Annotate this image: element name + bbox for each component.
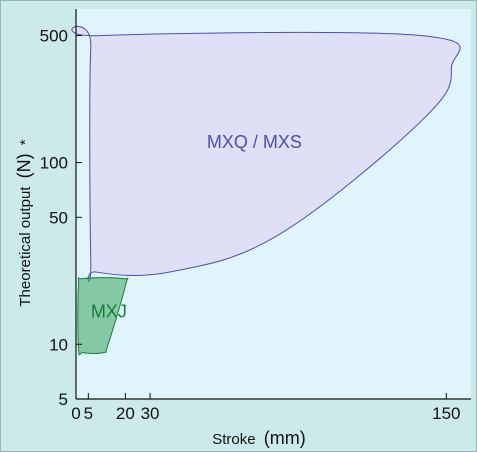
- y-axis-title-suffix: *: [17, 139, 34, 145]
- y-tick-label: 10: [49, 335, 68, 354]
- x-tick-label: 30: [141, 404, 160, 423]
- y-axis-title-unit: (N): [14, 153, 34, 178]
- x-axis-title-text: Stroke: [212, 431, 255, 448]
- region-label-mxj: MXJ: [91, 302, 127, 322]
- region-label-mxq-mxs: MXQ / MXS: [207, 132, 302, 152]
- y-axis-ticks: 5 10 50 100 500: [40, 27, 82, 409]
- y-tick-label: 500: [40, 27, 68, 46]
- x-tick-label: 0: [71, 404, 80, 423]
- y-axis-title-text: Theoretical output: [17, 186, 34, 307]
- y-axis-title: Theoretical output (N) *: [14, 139, 34, 306]
- x-axis-ticks: 0 5 20 30 150: [71, 393, 461, 423]
- region-mxj: [77, 277, 129, 356]
- x-axis-title: Stroke (mm): [212, 428, 306, 448]
- y-tick-label: 100: [40, 154, 68, 173]
- y-tick-label: 5: [59, 390, 68, 409]
- chart-axes: [75, 9, 471, 400]
- chart-regions: MXQ / MXS MXJ: [71, 25, 461, 356]
- x-tick-label: 5: [84, 404, 93, 423]
- x-tick-label: 20: [116, 404, 135, 423]
- x-axis-title-unit: (mm): [264, 428, 306, 448]
- x-tick-label: 150: [432, 404, 460, 423]
- y-tick-label: 50: [49, 208, 68, 227]
